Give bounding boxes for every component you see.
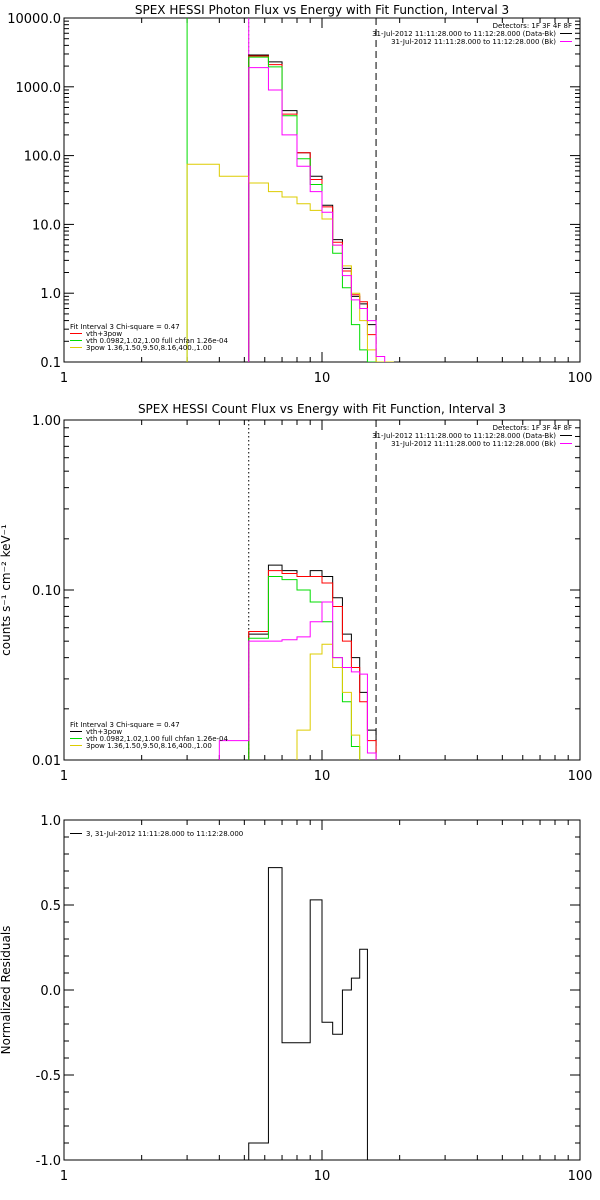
legend-left-header: Fit Interval 3 Chi-square = 0.47	[70, 323, 180, 331]
series-vth-step-line	[248, 576, 361, 760]
x-tick-label-10: 10	[314, 769, 331, 784]
y-tick-label-0-01: 0.01	[32, 754, 61, 769]
x-tick-label-100: 100	[568, 371, 593, 386]
legend-left-header: Fit Interval 3 Chi-square = 0.47	[70, 721, 180, 729]
series-data-step-line	[248, 564, 377, 760]
series-data-step-line	[248, 867, 377, 1160]
y-tick-label-1-0: 1.0	[40, 814, 61, 829]
y-tick-label-100-0: 100.0	[24, 150, 61, 165]
y-tick-label-1000-0: 1000.0	[16, 81, 62, 96]
x-tick-label-10: 10	[314, 1169, 331, 1184]
count-flux-panel: SPEX HESSI Count Flux vs Energy with Fit…	[0, 402, 592, 784]
series-bk-step-line	[248, 67, 386, 362]
x-tick-label-1: 1	[60, 769, 68, 784]
photon-flux-title: SPEX HESSI Photon Flux vs Energy with Fi…	[135, 3, 509, 17]
legend-right-entry: 31-Jul-2012 11:11:28.000 to 11:12:28.000…	[391, 38, 556, 46]
residuals-panel: Normalized Residuals 1 10 100 -1.0 -0.5 0.0 0.…	[0, 814, 592, 1184]
series-vth_3pow-step-line	[248, 55, 385, 362]
count-flux-ylabel: counts s⁻¹ cm⁻² keV⁻¹	[0, 524, 13, 656]
y-tick-label-1-00: 1.00	[32, 414, 61, 429]
legend-left-entry: vth 0.0982,1.02,1.00 full chfan 1.26e-04	[86, 735, 228, 743]
legend-left-entry: vth 0.0982,1.02,1.00 full chfan 1.26e-04	[86, 337, 228, 345]
legend-left-entry: vth+3pow	[86, 330, 122, 338]
x-tick-label-100: 100	[568, 1169, 593, 1184]
y-tick-label-1-0: -1.0	[36, 1154, 61, 1169]
legend-right-entry: 31-Jul-2012 11:11:28.000 to 11:12:28.000…	[372, 30, 556, 38]
legend-right-entry: 31-Jul-2012 11:11:28.000 to 11:12:28.000…	[391, 440, 556, 448]
y-tick-label-0-1: 0.1	[40, 356, 61, 371]
x-tick-label-1: 1	[60, 371, 68, 386]
residuals-ylabel: Normalized Residuals	[0, 926, 13, 1055]
legend-left-entry: 3pow 1.36,1.50,9.50,8.16,400.,1.00	[86, 742, 212, 750]
y-tick-label-10-0: 10.0	[32, 218, 61, 233]
series-bk-step-line	[218, 601, 377, 760]
legend-left-entry: 3pow 1.36,1.50,9.50,8.16,400.,1.00	[86, 344, 212, 352]
legend-right-entry: 31-Jul-2012 11:11:28.000 to 11:12:28.000…	[372, 432, 556, 440]
x-tick-label-100: 100	[568, 769, 593, 784]
y-tick-label-1-0: 1.0	[40, 287, 61, 302]
y-tick-label-0-0: 0.0	[40, 984, 61, 999]
legend-left-entry: 3, 31-Jul-2012 11:11:28.000 to 11:12:28.…	[86, 830, 243, 838]
y-tick-label-0-10: 0.10	[32, 584, 61, 599]
photon-flux-panel: SPEX HESSI Photon Flux vs Energy with Fi…	[7, 3, 592, 386]
y-tick-label-0-5: 0.5	[40, 899, 61, 914]
y-tick-label-10000-0: 10000.0	[7, 12, 61, 27]
count-flux-title: SPEX HESSI Count Flux vs Energy with Fit…	[138, 402, 506, 416]
legend-right-header: Detectors: 1F 3F 4F 8F	[493, 424, 572, 432]
x-tick-label-1: 1	[60, 1169, 68, 1184]
legend-right-header: Detectors: 1F 3F 4F 8F	[493, 22, 572, 30]
y-tick-label-0-5: -0.5	[36, 1069, 61, 1084]
legend-left-entry: vth+3pow	[86, 728, 122, 736]
series-vth_3pow-step-line	[248, 570, 377, 760]
x-tick-label-10: 10	[314, 371, 331, 386]
